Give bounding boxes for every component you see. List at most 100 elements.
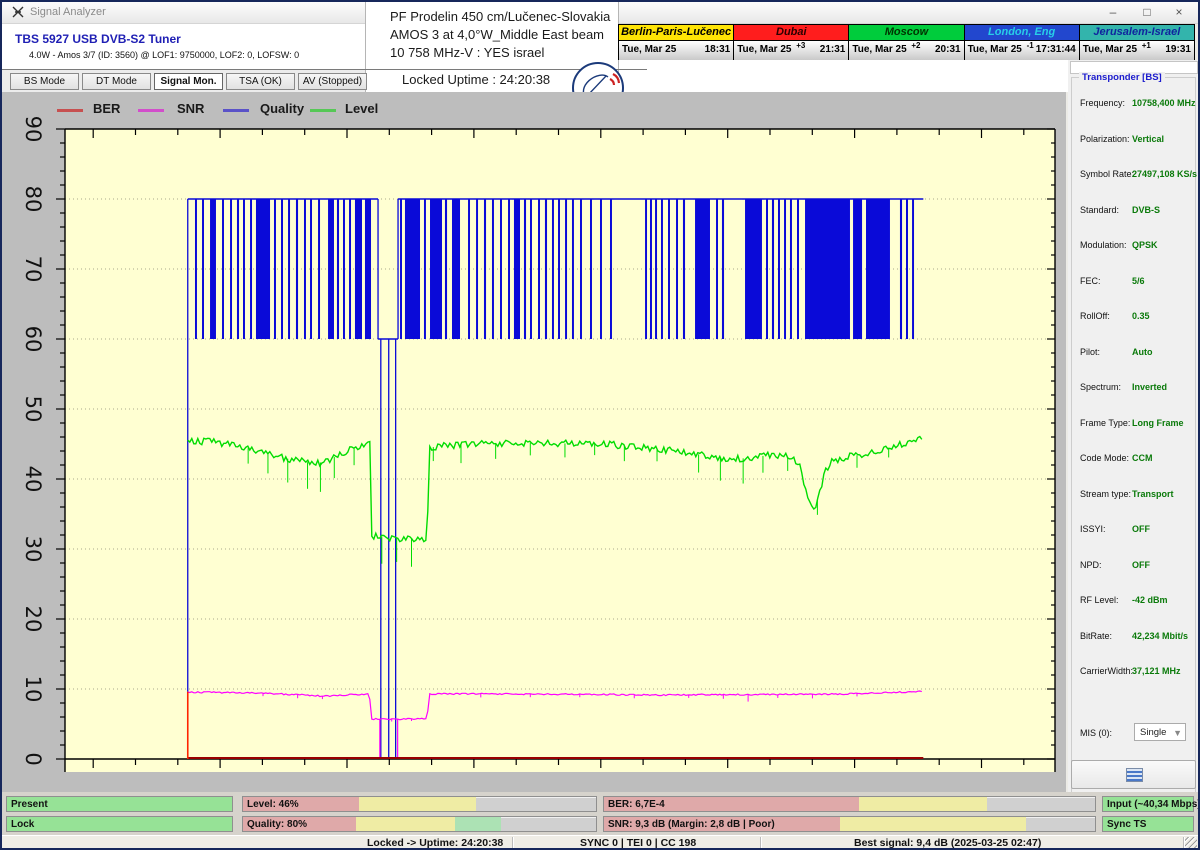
transponder-row-fec-: FEC: 5/6 xyxy=(1072,276,1195,290)
resize-grip[interactable] xyxy=(1185,837,1197,848)
bar-ber: BER: 6,7E-4 xyxy=(603,796,1096,812)
bar-quality: Quality: 80% xyxy=(242,816,597,832)
world-clocks: Berlin-Paris-LučenecTue, Mar 2518:31Duba… xyxy=(619,24,1200,60)
clock-time: 21:31 xyxy=(820,44,846,55)
legend-label-quality: Quality xyxy=(260,101,304,116)
bar-label: Lock xyxy=(11,819,34,830)
bar-label: Level: 46% xyxy=(247,799,299,810)
bar-zone xyxy=(7,817,232,831)
window-title: Signal Analyzer xyxy=(30,6,106,18)
tab-bs-mode[interactable]: BS Mode xyxy=(10,73,79,90)
row-value: 5/6 xyxy=(1132,276,1145,286)
svg-text:40: 40 xyxy=(21,466,45,493)
status-separator xyxy=(512,837,514,848)
bar-label: Present xyxy=(11,799,48,810)
svg-text:60: 60 xyxy=(21,326,45,353)
svg-text:30: 30 xyxy=(21,536,45,563)
status-bar: Locked -> Uptime: 24:20:38 SYNC 0 | TEI … xyxy=(2,835,1198,849)
locked-uptime: Locked Uptime : 24:20:38 xyxy=(402,72,550,87)
clock-date: Tue, Mar 25 xyxy=(622,44,676,55)
status-sync: SYNC 0 | TEI 0 | CC 198 xyxy=(580,837,696,849)
clock-date: Tue, Mar 25 xyxy=(1083,44,1137,55)
clock-body: Tue, Mar 25+220:31 xyxy=(849,41,963,60)
chevron-down-icon: ▼ xyxy=(1173,725,1182,742)
bar-sync: Sync TS xyxy=(1102,816,1194,832)
clock-time: 19:31 xyxy=(1165,44,1191,55)
row-value: OFF xyxy=(1132,560,1150,570)
header-line3: 10 758 MHz-V : YES israel xyxy=(390,45,544,60)
row-label: RF Level: xyxy=(1080,595,1119,605)
row-label: Stream type: xyxy=(1080,489,1131,499)
transponder-row-modulation-: Modulation:QPSK xyxy=(1072,240,1195,254)
legend-swatch-quality xyxy=(223,109,249,112)
indicator-bars: Present Lock Level: 46% Quality: 80% BER: 6,… xyxy=(2,792,1198,835)
bar-lock: Lock xyxy=(6,816,233,832)
bar-level: Level: 46% xyxy=(242,796,597,812)
bar-label: SNR: 9,3 dB (Margin: 2,8 dB | Poor) xyxy=(608,819,775,830)
row-label: Frame Type: xyxy=(1080,418,1130,428)
transponder-row-rolloff-: RollOff:0.35 xyxy=(1072,311,1195,325)
bar-zone xyxy=(356,817,455,831)
row-label: Standard: xyxy=(1080,205,1119,215)
row-label: RollOff: xyxy=(1080,311,1110,321)
row-value: CCM xyxy=(1132,453,1153,463)
transponder-row-pilot-: Pilot:Auto xyxy=(1072,347,1195,361)
transponder-row-npd-: NPD:OFF xyxy=(1072,560,1195,574)
bar-label: BER: 6,7E-4 xyxy=(608,799,665,810)
row-value: -42 dBm xyxy=(1132,595,1168,605)
tab-dt-mode[interactable]: DT Mode xyxy=(82,73,151,90)
mis-dropdown[interactable]: Single ▼ xyxy=(1134,723,1186,741)
maximize-button[interactable]: □ xyxy=(1136,4,1158,21)
close-button[interactable]: × xyxy=(1168,4,1190,21)
status-best-signal: Best signal: 9,4 dB (2025-03-25 02:47) xyxy=(854,837,1041,849)
clock-city: Moscow xyxy=(849,25,963,41)
bar-input: Input (~40,34 Mbps) xyxy=(1102,796,1194,812)
svg-text:0: 0 xyxy=(21,752,45,765)
signal-plot: 0102030405060708090 xyxy=(2,92,1066,792)
row-label: Frequency: xyxy=(1080,98,1125,108)
clock-date: Tue, Mar 25 xyxy=(968,44,1022,55)
signal-chart: 0102030405060708090 BERSNRQualityLevel xyxy=(2,92,1066,792)
bar-label: Sync TS xyxy=(1107,819,1146,830)
svg-text:80: 80 xyxy=(21,186,45,213)
row-label: Symbol Rate: xyxy=(1080,169,1134,179)
clock-time: 17:31:44 xyxy=(1036,44,1076,55)
tab-signal-mon-[interactable]: Signal Mon. xyxy=(154,73,223,90)
transponder-row-frame-type-: Frame Type:Long Frame xyxy=(1072,418,1195,432)
clock-utc-offset: -1 xyxy=(1027,41,1034,50)
row-label: Polarization: xyxy=(1080,134,1130,144)
clock-body: Tue, Mar 25+321:31 xyxy=(734,41,848,60)
clock-body: Tue, Mar 25+119:31 xyxy=(1080,41,1194,60)
row-value: Auto xyxy=(1132,347,1153,357)
stream-list-button[interactable] xyxy=(1071,760,1196,789)
legend-swatch-ber xyxy=(57,109,83,112)
row-label: FEC: xyxy=(1080,276,1101,286)
clock-time: 18:31 xyxy=(705,44,731,55)
legend-swatch-level xyxy=(310,109,336,112)
row-value: 27497,108 KS/s xyxy=(1132,169,1197,179)
status-uptime: Locked -> Uptime: 24:20:38 xyxy=(367,837,503,849)
row-label: CarrierWidth: xyxy=(1080,666,1133,676)
clock-date: Tue, Mar 25 xyxy=(852,44,906,55)
clock-city: Dubai xyxy=(734,25,848,41)
header-line2: AMOS 3 at 4,0°W_Middle East beam xyxy=(390,27,604,42)
bar-label: Input (~40,34 Mbps) xyxy=(1107,799,1200,810)
minimize-button[interactable]: – xyxy=(1102,4,1124,21)
list-icon xyxy=(1126,768,1143,782)
header-line1: PF Prodelin 450 cm/Lučenec-Slovakia xyxy=(390,9,610,24)
groupbox-title: Transponder [BS] xyxy=(1079,72,1165,83)
legend-label-ber: BER xyxy=(93,101,120,116)
svg-text:50: 50 xyxy=(21,396,45,423)
tab-av-stopped-[interactable]: AV (Stopped) xyxy=(298,73,367,90)
bar-snr: SNR: 9,3 dB (Margin: 2,8 dB | Poor) xyxy=(603,816,1096,832)
svg-text:10: 10 xyxy=(21,676,45,703)
bar-label: Quality: 80% xyxy=(247,819,307,830)
status-separator xyxy=(760,837,762,848)
clock-body: Tue, Mar 25 -117:31:44 xyxy=(965,41,1079,60)
clock-city: London, Eng xyxy=(965,25,1079,41)
row-value: QPSK xyxy=(1132,240,1158,250)
svg-text:20: 20 xyxy=(21,606,45,633)
transponder-row-carrierwidth-: CarrierWidth:37,121 MHz xyxy=(1072,666,1195,680)
row-value: Transport xyxy=(1132,489,1174,499)
tab-tsa-ok-[interactable]: TSA (OK) xyxy=(226,73,295,90)
